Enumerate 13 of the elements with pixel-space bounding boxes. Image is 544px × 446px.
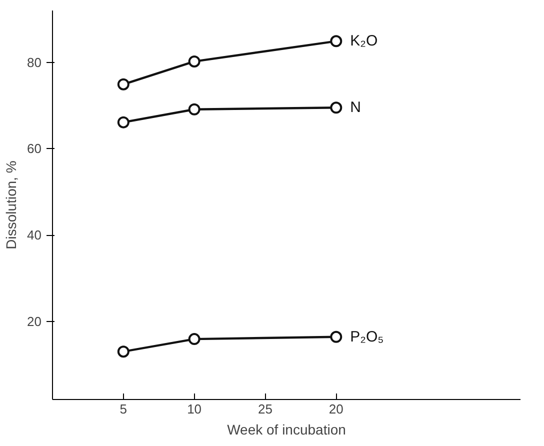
x-axis-title: Week of incubation [227,422,346,438]
x-tick-label: 5 [120,402,128,416]
series-label: N [350,99,361,116]
y-tick-label: 20 [27,314,42,329]
y-tick-label: 40 [27,228,42,243]
y-tick-label: 60 [27,141,42,156]
x-tick-label: 25 [258,402,272,416]
x-tick-label: 20 [328,402,344,416]
y-tick-label: 80 [27,54,42,70]
y-axis-title: Dissolution, % [3,160,20,250]
series-label: P₂O₅ [350,328,384,346]
x-tick-label: 10 [187,402,202,416]
series-label: K₂O [350,32,378,50]
